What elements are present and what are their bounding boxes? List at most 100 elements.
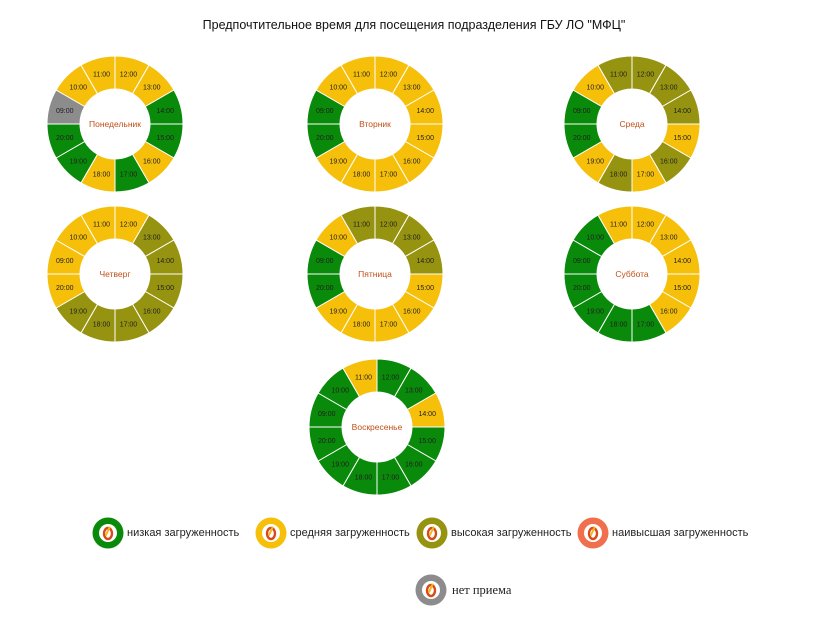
hour-label: 17:00 — [382, 475, 400, 482]
hour-label: 20:00 — [56, 285, 74, 292]
hour-label: 12:00 — [120, 71, 138, 78]
day-label: Вторник — [359, 119, 391, 129]
legend-item-low: низкая загруженность — [92, 517, 239, 549]
hour-label: 20:00 — [573, 135, 591, 142]
hour-label: 11:00 — [610, 221, 627, 228]
chart-title: Предпочтительное время для посещения под… — [202, 18, 626, 32]
hour-label: 11:00 — [353, 221, 370, 228]
hour-label: 11:00 — [93, 221, 110, 228]
donut-hole — [340, 239, 410, 309]
hour-label: 20:00 — [316, 135, 334, 142]
day-label: Воскресенье — [352, 422, 403, 432]
hour-label: 10:00 — [331, 388, 349, 395]
hour-label: 19:00 — [69, 308, 87, 315]
hour-label: 09:00 — [316, 108, 334, 115]
hour-label: 17:00 — [637, 322, 655, 329]
legend-item-high: высокая загруженность — [416, 517, 571, 549]
donut-2: 12:00 13:00 14:00 15:00 16:00 17:00 18:00 19:00… — [306, 55, 444, 193]
low-load-icon — [92, 517, 124, 549]
hour-label: 13:00 — [660, 235, 678, 242]
donut-5: 12:00 13:00 14:00 15:00 16:00 17:00 18:00 19:00… — [306, 205, 444, 343]
hour-label: 11:00 — [355, 374, 372, 381]
legend-label: средняя загруженность — [290, 527, 410, 539]
hour-label: 18:00 — [610, 322, 628, 329]
hour-label: 19:00 — [329, 308, 347, 315]
hour-label: 16:00 — [143, 158, 161, 165]
hour-label: 10:00 — [586, 235, 604, 242]
hour-label: 14:00 — [418, 411, 436, 418]
medium-load-icon — [255, 517, 287, 549]
hour-label: 12:00 — [382, 374, 400, 381]
hour-label: 13:00 — [403, 235, 421, 242]
hour-label: 14:00 — [673, 108, 691, 115]
hour-label: 09:00 — [318, 411, 336, 418]
hour-label: 12:00 — [380, 221, 398, 228]
hour-label: 14:00 — [156, 258, 174, 265]
hour-label: 18:00 — [93, 322, 111, 329]
hour-label: 18:00 — [353, 322, 371, 329]
hour-label: 18:00 — [610, 172, 628, 179]
hour-label: 17:00 — [637, 172, 655, 179]
hour-label: 19:00 — [69, 158, 87, 165]
hour-label: 16:00 — [405, 461, 423, 468]
donut-1: 12:00 13:00 14:00 15:00 16:00 17:00 18:00 19:00… — [46, 55, 184, 193]
legend-label: низкая загруженность — [127, 527, 240, 539]
hour-label: 09:00 — [56, 108, 74, 115]
hour-label: 10:00 — [329, 235, 347, 242]
hour-label: 12:00 — [637, 71, 655, 78]
hour-label: 10:00 — [69, 235, 87, 242]
hour-label: 18:00 — [93, 172, 111, 179]
hour-label: 16:00 — [403, 308, 421, 315]
hour-label: 16:00 — [143, 308, 161, 315]
legend-item-highest: наивысшая загруженность — [577, 517, 748, 549]
day-label: Понедельник — [89, 119, 141, 129]
donut-3: 12:00 13:00 14:00 15:00 16:00 17:00 18:00 19:00… — [563, 55, 701, 193]
hour-label: 14:00 — [673, 258, 691, 265]
hour-label: 19:00 — [586, 158, 604, 165]
hour-label: 13:00 — [143, 85, 161, 92]
donut-6: 12:00 13:00 14:00 15:00 16:00 17:00 18:00 19:00… — [563, 205, 701, 343]
hour-label: 11:00 — [93, 71, 110, 78]
hour-label: 19:00 — [331, 461, 349, 468]
hour-label: 14:00 — [416, 108, 434, 115]
donut-hole — [342, 392, 412, 462]
hour-label: 12:00 — [120, 221, 138, 228]
day-label: Суббота — [615, 269, 649, 279]
donut-4: 12:00 13:00 14:00 15:00 16:00 17:00 18:00 19:00… — [46, 205, 184, 343]
day-label: Среда — [619, 119, 644, 129]
hour-label: 20:00 — [573, 285, 591, 292]
hour-label: 20:00 — [318, 438, 336, 445]
hour-label: 16:00 — [660, 158, 678, 165]
hour-label: 09:00 — [573, 108, 591, 115]
hour-label: 13:00 — [405, 388, 423, 395]
hour-label: 18:00 — [355, 475, 373, 482]
hour-label: 14:00 — [416, 258, 434, 265]
hour-label: 15:00 — [673, 285, 691, 292]
hour-label: 15:00 — [418, 438, 436, 445]
no-reception-icon — [415, 574, 447, 606]
hour-label: 19:00 — [329, 158, 347, 165]
legend-item-medium: средняя загруженность — [255, 517, 410, 549]
hour-label: 11:00 — [353, 71, 370, 78]
legend-label: высокая загруженность — [451, 527, 572, 539]
hour-label: 15:00 — [416, 285, 434, 292]
hour-label: 13:00 — [143, 235, 161, 242]
hour-label: 19:00 — [586, 308, 604, 315]
hour-label: 20:00 — [316, 285, 334, 292]
hour-label: 15:00 — [156, 285, 174, 292]
hour-label: 15:00 — [416, 135, 434, 142]
donut-hole — [80, 89, 150, 159]
hour-label: 14:00 — [156, 108, 174, 115]
hour-label: 12:00 — [637, 221, 655, 228]
hour-label: 12:00 — [380, 71, 398, 78]
donut-hole — [597, 89, 667, 159]
hour-label: 10:00 — [329, 85, 347, 92]
donut-hole — [80, 239, 150, 309]
hour-label: 16:00 — [403, 158, 421, 165]
high-load-icon — [416, 517, 448, 549]
legend-label: нет приема — [452, 582, 512, 597]
hour-label: 10:00 — [586, 85, 604, 92]
hour-label: 11:00 — [610, 71, 627, 78]
donut-7: 12:00 13:00 14:00 15:00 16:00 17:00 18:00 19:00… — [308, 358, 446, 496]
